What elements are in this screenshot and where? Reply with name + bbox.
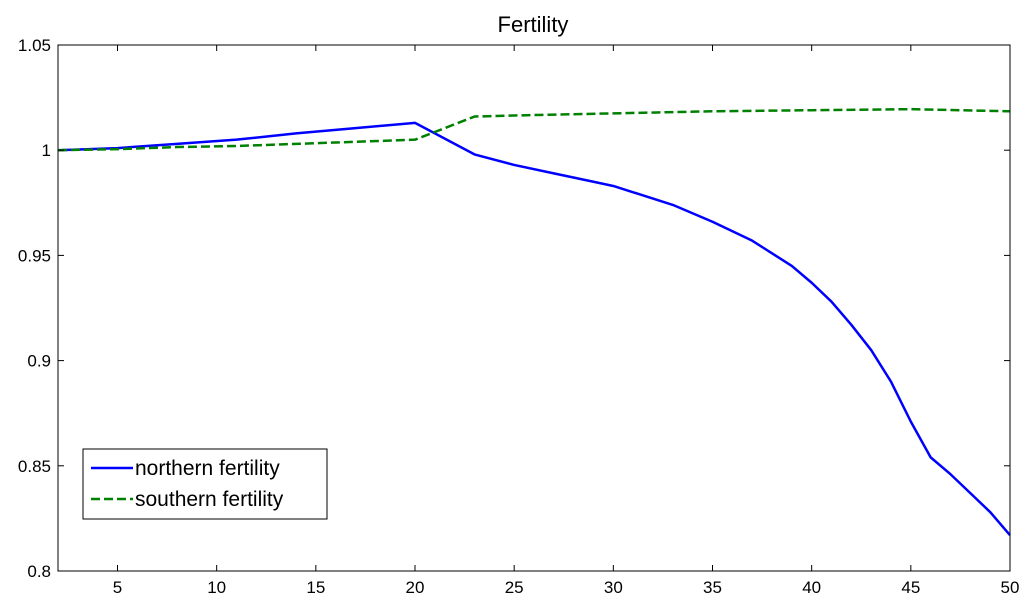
x-tick-label: 5	[113, 578, 122, 597]
y-tick-label: 1	[42, 141, 51, 160]
x-tick-label: 20	[406, 578, 425, 597]
x-tick-label: 35	[703, 578, 722, 597]
series-line-2	[57, 107, 1011, 152]
x-tick-label: 10	[207, 578, 226, 597]
legend-box	[82, 448, 328, 520]
series-line-1	[57, 121, 1011, 537]
y-tick-label: 1.05	[18, 36, 51, 55]
legend: northern fertility southern fertility	[82, 448, 328, 520]
x-tick-label: 30	[604, 578, 623, 597]
legend-label-1: northern fertility	[135, 457, 280, 480]
y-tick-label: 0.9	[27, 352, 51, 371]
x-tick-label: 40	[802, 578, 821, 597]
x-tick-label: 45	[901, 578, 920, 597]
x-axis: 5 10 15 20 25 30 35 40 45 50	[113, 45, 1020, 597]
axes-frame	[57, 44, 1011, 572]
x-tick-label: 50	[1001, 578, 1020, 597]
y-axis: 0.8 0.85 0.9 0.95 1 1.05	[18, 36, 1010, 581]
series-layer	[57, 107, 1011, 537]
y-tick-label: 0.8	[27, 562, 51, 581]
x-tick-label: 25	[505, 578, 524, 597]
chart-title: Fertility	[498, 12, 569, 37]
y-tick-label: 0.95	[18, 246, 51, 265]
y-tick-label: 0.85	[18, 457, 51, 476]
legend-label-2: southern fertility	[135, 488, 284, 511]
x-tick-label: 15	[306, 578, 325, 597]
